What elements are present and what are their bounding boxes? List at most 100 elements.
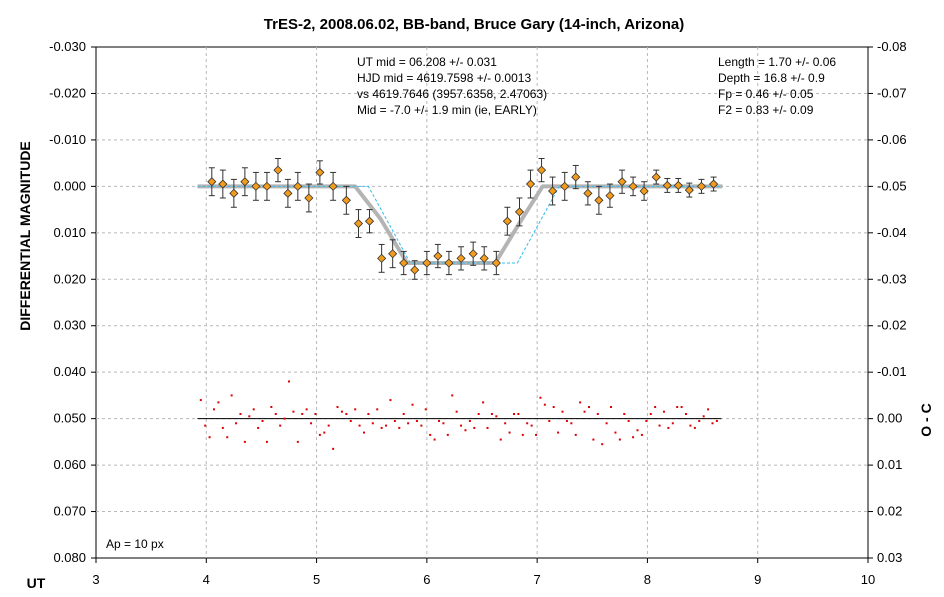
residual-point (464, 429, 467, 432)
annotation-line: Length = 1.70 +/- 0.06 (718, 55, 836, 69)
residual-point (671, 422, 674, 425)
predicted-transit-line (197, 185, 723, 264)
residual-point (623, 412, 626, 415)
data-point (341, 195, 351, 205)
residual-point (693, 426, 696, 429)
residual-point (314, 412, 317, 415)
y-tick-label: 0.050 (53, 411, 86, 426)
residual-point (274, 412, 277, 415)
residual-point (676, 406, 679, 409)
residual-point (552, 406, 555, 409)
residual-point (605, 422, 608, 425)
residual-point (230, 394, 233, 397)
y2-tick-label: -0.06 (877, 132, 907, 147)
data-point (399, 258, 409, 268)
residual-point (649, 412, 652, 415)
residual-point (614, 431, 617, 434)
data-point (594, 195, 604, 205)
data-point (262, 181, 272, 191)
residual-point (270, 406, 273, 409)
data-point (560, 181, 570, 191)
residual-point (261, 419, 264, 422)
residual-point (345, 412, 348, 415)
residual-point (601, 443, 604, 446)
residual-point (292, 410, 295, 413)
residual-point (495, 415, 498, 418)
residual-point (504, 422, 507, 425)
residual-point (662, 410, 665, 413)
residual-point (239, 412, 242, 415)
y2-axis-label: O - C (918, 403, 934, 436)
residual-point (627, 419, 630, 422)
residual-point (574, 433, 577, 436)
y2-tick-label: -0.01 (877, 364, 907, 379)
residual-point (243, 440, 246, 443)
residual-point (473, 426, 476, 429)
y-tick-label: -0.030 (49, 39, 86, 54)
data-point (377, 253, 387, 263)
residual-point (199, 399, 202, 402)
residual-point (689, 424, 692, 427)
x-axis-ticks: 3 4 5 6 7 8 9 10 (92, 558, 875, 587)
data-point (315, 167, 325, 177)
residual-point (208, 436, 211, 439)
residual-point (715, 419, 718, 422)
residual-point (296, 440, 299, 443)
residual-point (468, 419, 471, 422)
data-point (433, 251, 443, 261)
residual-point (252, 408, 255, 411)
y2-tick-label: -0.07 (877, 85, 907, 100)
residual-point (570, 422, 573, 425)
data-point (662, 180, 672, 191)
residual-point (680, 406, 683, 409)
residual-point (490, 412, 493, 415)
residual-point (512, 412, 515, 415)
annotation-line: HJD mid = 4619.7598 +/- 0.0013 (357, 71, 531, 85)
x-tick-label: 9 (754, 572, 761, 587)
residual-point (557, 431, 560, 434)
residual-point (305, 408, 308, 411)
residual-point (349, 419, 352, 422)
residual-point (667, 426, 670, 429)
y2-tick-label: 0.00 (877, 411, 902, 426)
residual-point (420, 424, 423, 427)
residual-point (415, 419, 418, 422)
transit-data-points (207, 157, 719, 280)
data-point (328, 181, 338, 191)
y-tick-label: 0.040 (53, 364, 86, 379)
x-tick-label: 8 (644, 572, 651, 587)
data-point (514, 207, 525, 217)
residual-point (358, 424, 361, 427)
residual-point (265, 440, 268, 443)
residual-point (327, 424, 330, 427)
y-tick-label: 0.000 (53, 178, 86, 193)
residual-point (380, 426, 383, 429)
residual-point (477, 412, 480, 415)
residual-point (446, 433, 449, 436)
residual-point (424, 408, 427, 411)
residual-point (407, 422, 410, 425)
residual-point (583, 410, 586, 413)
data-point (207, 177, 217, 187)
data-point (571, 172, 581, 182)
y2-tick-label: -0.04 (877, 225, 907, 240)
data-point (388, 249, 398, 259)
residual-point (530, 424, 533, 427)
annotation-line: vs 4619.7646 (3957.6358, 2.47063) (357, 87, 547, 101)
residual-point (508, 431, 511, 434)
residual-point (235, 422, 238, 425)
residual-point (398, 426, 401, 429)
aperture-annotation: Ap = 10 px (106, 537, 164, 551)
y2-tick-label: 0.01 (877, 457, 902, 472)
residual-point (460, 424, 463, 427)
residual-point (248, 415, 251, 418)
data-point (673, 180, 683, 191)
residual-point (543, 403, 546, 406)
y-tick-label: 0.030 (53, 318, 86, 333)
data-point (536, 165, 547, 175)
residual-point (548, 419, 551, 422)
residual-point (310, 422, 313, 425)
plot-frame (95, 46, 869, 559)
residual-point (279, 424, 282, 427)
